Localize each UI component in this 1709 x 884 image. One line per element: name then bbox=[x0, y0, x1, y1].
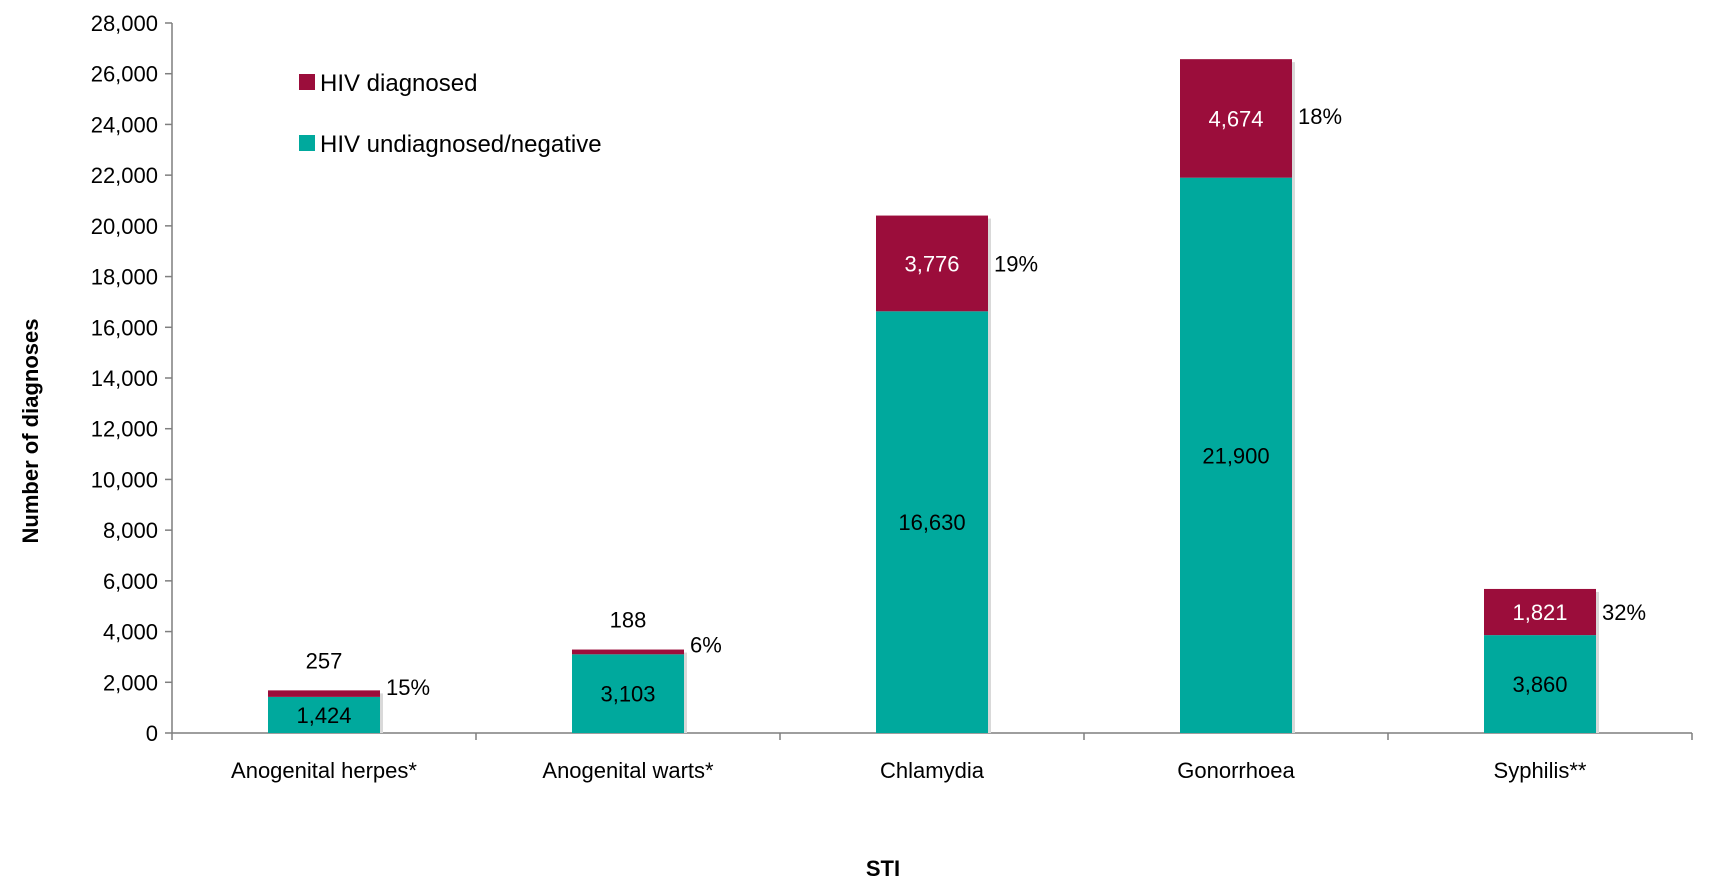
data-label-hiv-diagnosed: 257 bbox=[306, 648, 343, 673]
percent-label: 32% bbox=[1602, 600, 1646, 625]
y-tick-label: 12,000 bbox=[91, 417, 158, 442]
bar-shadow bbox=[380, 693, 383, 733]
y-tick-label: 26,000 bbox=[91, 62, 158, 87]
bar-hiv-diagnosed bbox=[268, 690, 380, 697]
data-label-hiv-diagnosed: 4,674 bbox=[1208, 106, 1263, 131]
bar-shadow bbox=[684, 652, 687, 733]
bar-hiv-diagnosed bbox=[1180, 59, 1292, 178]
data-label-hiv-diagnosed: 3,776 bbox=[904, 251, 959, 276]
y-tick-label: 2,000 bbox=[103, 670, 158, 695]
data-label-hiv-diagnosed: 1,821 bbox=[1512, 600, 1567, 625]
y-tick-label: 4,000 bbox=[103, 620, 158, 645]
bar-hiv-diagnosed bbox=[572, 649, 684, 655]
bars bbox=[268, 59, 1599, 734]
bar-hiv-undiagnosed-negative bbox=[876, 311, 988, 733]
y-tick-label: 18,000 bbox=[91, 265, 158, 290]
legend-label: HIV undiagnosed/negative bbox=[320, 131, 602, 158]
y-tick-label: 22,000 bbox=[91, 163, 158, 188]
percent-label: 18% bbox=[1298, 104, 1342, 129]
x-axis-title: STI bbox=[866, 856, 900, 881]
y-tick-label: 0 bbox=[146, 721, 158, 746]
legend-swatch bbox=[299, 135, 315, 151]
data-labels: 1,424 257 15% 3,103 188 6% 16,630 3,776 19% 21,90… bbox=[296, 104, 1646, 728]
bar-hiv-diagnosed bbox=[876, 215, 988, 312]
x-tick-label: Syphilis** bbox=[1494, 758, 1587, 783]
data-label-hiv-undiagnosed-negative: 1,424 bbox=[296, 703, 351, 728]
bar-hiv-undiagnosed-negative bbox=[1180, 177, 1292, 733]
legend: HIV diagnosed HIV undiagnosed/negative bbox=[299, 70, 602, 158]
y-tick-label: 16,000 bbox=[91, 315, 158, 340]
y-axis-title: Number of diagnoses bbox=[18, 319, 43, 544]
bar-shadow bbox=[1596, 591, 1599, 733]
percent-label: 6% bbox=[690, 632, 722, 657]
x-tick-label: Gonorrhoea bbox=[1177, 758, 1295, 783]
data-label-hiv-undiagnosed-negative: 16,630 bbox=[898, 510, 965, 535]
x-tick-label: Anogenital herpes* bbox=[231, 758, 417, 783]
legend-swatch bbox=[299, 74, 315, 90]
y-tick-label: 20,000 bbox=[91, 214, 158, 239]
bar-hiv-undiagnosed-negative bbox=[1484, 635, 1596, 733]
axes: 0 2,000 4,000 6,000 8,000 10,000 12,000 14,000 1… bbox=[91, 11, 1693, 783]
data-label-hiv-undiagnosed-negative: 3,860 bbox=[1512, 672, 1567, 697]
y-tick-label: 24,000 bbox=[91, 112, 158, 137]
data-label-hiv-undiagnosed-negative: 3,103 bbox=[600, 682, 655, 707]
legend-label: HIV diagnosed bbox=[320, 70, 477, 97]
bar-hiv-undiagnosed-negative bbox=[268, 696, 380, 733]
bar-hiv-undiagnosed-negative bbox=[572, 654, 684, 733]
y-tick-label: 28,000 bbox=[91, 11, 158, 36]
y-tick-label: 10,000 bbox=[91, 467, 158, 492]
y-tick-label: 14,000 bbox=[91, 366, 158, 391]
y-tick-label: 8,000 bbox=[103, 518, 158, 543]
data-label-hiv-undiagnosed-negative: 21,900 bbox=[1202, 443, 1269, 468]
data-label-hiv-diagnosed: 188 bbox=[610, 608, 647, 633]
x-tick-label: Chlamydia bbox=[880, 758, 985, 783]
percent-label: 19% bbox=[994, 251, 1038, 276]
x-tick-label: Anogenital warts* bbox=[542, 758, 714, 783]
bar-hiv-diagnosed bbox=[1484, 588, 1596, 636]
percent-label: 15% bbox=[386, 675, 430, 700]
bar-shadow bbox=[988, 218, 991, 734]
bar-shadow bbox=[1292, 62, 1295, 733]
y-tick-label: 6,000 bbox=[103, 569, 158, 594]
